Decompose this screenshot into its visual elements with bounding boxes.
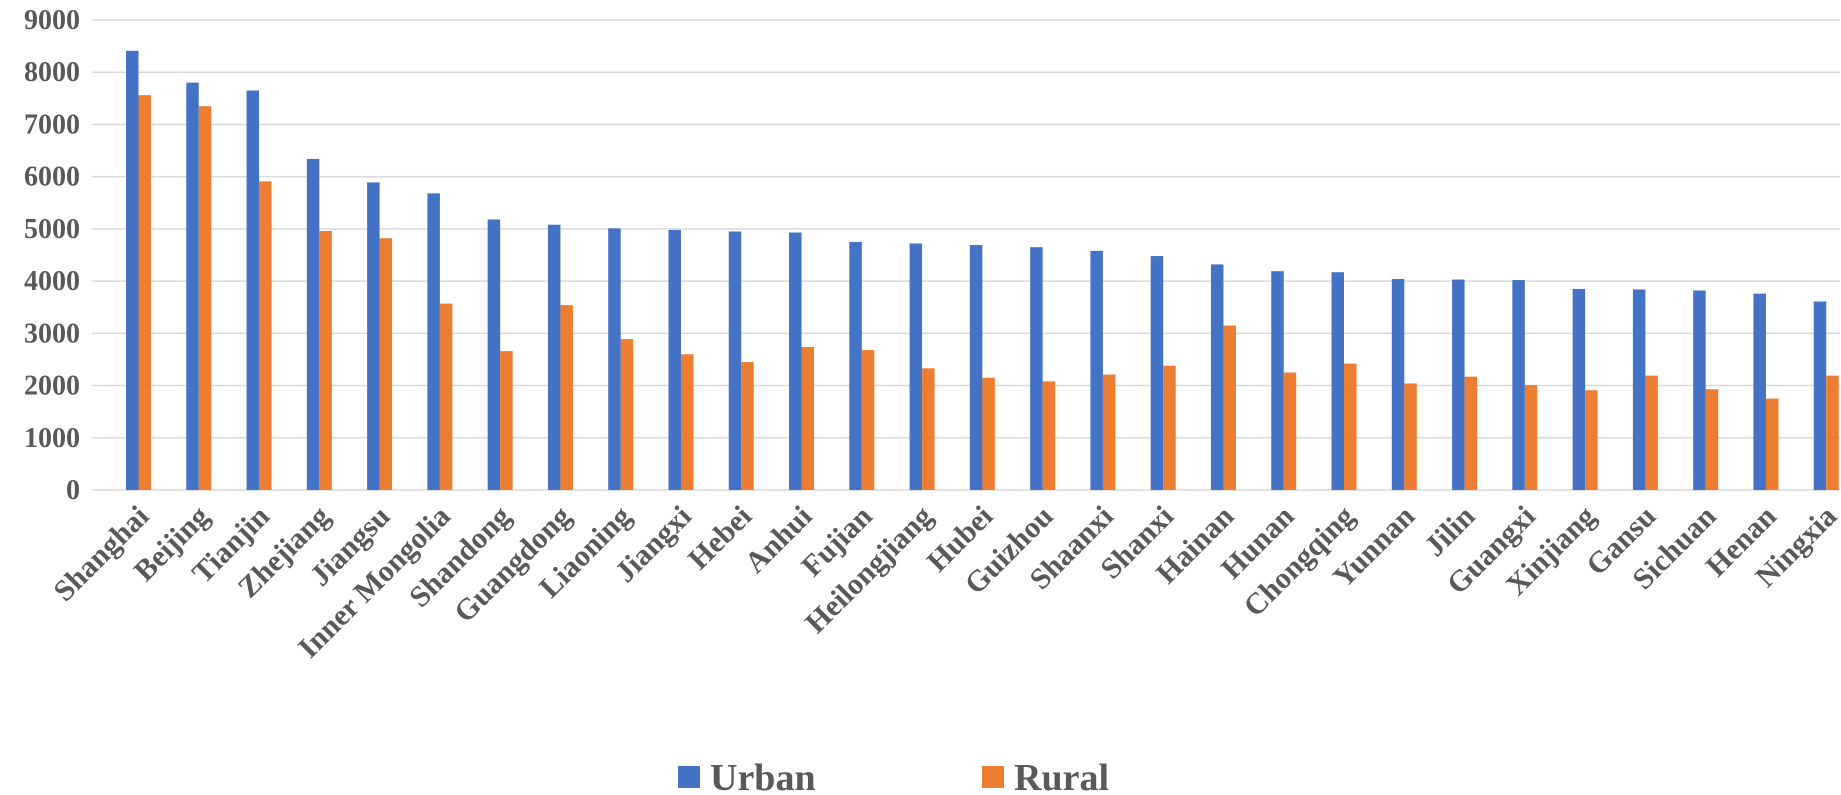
y-tick-label: 3000 xyxy=(24,318,80,349)
bar-urban-shandong xyxy=(487,219,501,490)
y-tick-label: 7000 xyxy=(24,109,80,140)
bars xyxy=(126,50,1839,491)
bar-urban-guangdong xyxy=(547,224,561,490)
bar-rural-gansu xyxy=(1645,375,1658,490)
bar-urban-jilin xyxy=(1452,279,1465,490)
bar-rural-jiangxi xyxy=(680,354,694,490)
axes: 0100020003000400050006000700080009000Sha… xyxy=(24,5,1841,665)
bar-rural-shanxi xyxy=(1163,365,1176,490)
bar-rural-heilongjiang xyxy=(922,368,935,490)
y-tick-label: 0 xyxy=(66,475,80,506)
bar-rural-jiangsu xyxy=(379,238,393,490)
legend-swatch-rural xyxy=(982,766,1004,788)
bar-rural-guangxi xyxy=(1524,385,1538,490)
bar-rural-guizhou xyxy=(1042,381,1056,490)
bar-urban-jiangxi xyxy=(668,229,681,490)
bar-rural-jilin xyxy=(1464,376,1478,490)
bar-urban-sichuan xyxy=(1693,290,1706,490)
bar-rural-tianjin xyxy=(259,181,272,490)
bar-urban-fujian xyxy=(849,241,862,490)
bar-urban-gansu xyxy=(1632,289,1646,490)
bar-urban-guizhou xyxy=(1030,247,1043,490)
bar-urban-chongqing xyxy=(1331,272,1345,490)
bar-urban-shanghai xyxy=(126,50,139,491)
bar-urban-beijing xyxy=(186,82,199,491)
bar-urban-hebei xyxy=(728,231,742,490)
y-tick-label: 1000 xyxy=(24,423,80,454)
bar-rural-inner-mongolia xyxy=(439,303,453,490)
bar-rural-liaoning xyxy=(620,339,634,490)
bar-rural-hebei xyxy=(741,362,754,490)
bar-rural-shandong xyxy=(500,351,513,490)
bar-rural-fujian xyxy=(861,350,875,490)
bar-rural-henan xyxy=(1765,398,1779,490)
bar-urban-tianjin xyxy=(246,90,260,490)
legend: Urban Rural xyxy=(678,757,1109,795)
bar-urban-ningxia xyxy=(1813,301,1827,490)
y-tick-label: 6000 xyxy=(24,162,80,193)
bar-urban-yunnan xyxy=(1391,279,1405,490)
bar-urban-guangxi xyxy=(1512,280,1525,490)
bar-urban-shanxi xyxy=(1150,256,1164,490)
bar-urban-hainan xyxy=(1210,264,1224,490)
bar-rural-shanghai xyxy=(138,95,151,490)
legend-swatch-urban xyxy=(678,766,700,788)
bar-urban-zhejiang xyxy=(306,158,320,490)
bar-urban-henan xyxy=(1753,293,1766,490)
y-tick-label: 5000 xyxy=(24,214,80,245)
bar-rural-guangdong xyxy=(560,305,573,490)
bar-rural-yunnan xyxy=(1404,383,1417,490)
y-tick-label: 9000 xyxy=(24,5,80,36)
bar-rural-xinjiang xyxy=(1585,390,1598,490)
bar-urban-hunan xyxy=(1271,271,1284,490)
bar-urban-inner-mongolia xyxy=(427,193,440,490)
bar-rural-chongqing xyxy=(1344,363,1357,490)
bar-urban-shaanxi xyxy=(1090,250,1103,490)
y-tick-label: 4000 xyxy=(24,266,80,297)
bar-rural-zhejiang xyxy=(319,230,332,490)
bar-rural-sichuan xyxy=(1705,389,1719,490)
bar-urban-liaoning xyxy=(608,228,621,490)
legend-label-urban: Urban xyxy=(710,757,816,795)
legend-label-rural: Rural xyxy=(1014,757,1109,795)
bar-rural-hainan xyxy=(1223,325,1236,490)
bar-urban-xinjiang xyxy=(1572,288,1586,490)
bar-urban-heilongjiang xyxy=(909,243,923,490)
bar-rural-anhui xyxy=(801,346,815,490)
bar-urban-hubei xyxy=(969,245,983,490)
y-tick-label: 2000 xyxy=(24,371,80,402)
bar-rural-hubei xyxy=(982,377,995,490)
bar-rural-beijing xyxy=(198,106,212,491)
bar-rural-hunan xyxy=(1283,372,1297,490)
bar-urban-jiangsu xyxy=(367,182,380,490)
bar-rural-ningxia xyxy=(1826,375,1839,490)
bar-rural-shaanxi xyxy=(1102,374,1116,490)
bar-urban-anhui xyxy=(789,232,802,491)
y-tick-label: 8000 xyxy=(24,57,80,88)
